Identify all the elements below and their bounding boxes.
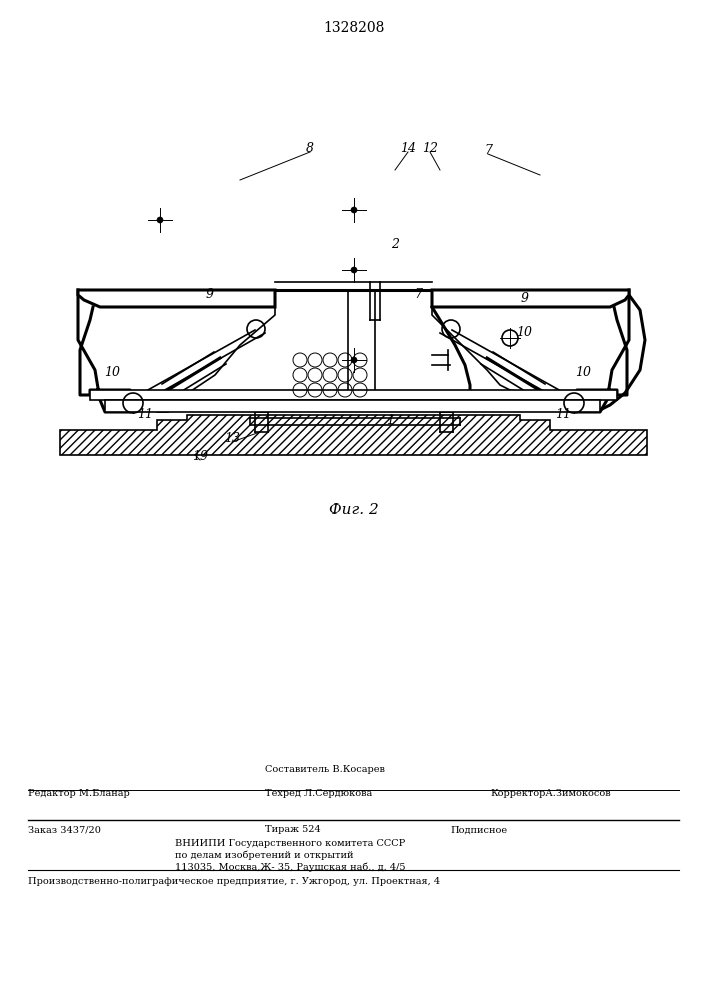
Polygon shape [105,400,600,412]
Text: 2: 2 [391,238,399,251]
Text: 19: 19 [192,450,208,462]
Text: Техред Л.Сердюкова: Техред Л.Сердюкова [265,788,373,798]
Text: Фиг. 2: Фиг. 2 [329,503,379,517]
Text: 11: 11 [137,408,153,422]
Polygon shape [432,290,629,307]
Circle shape [351,267,357,273]
Polygon shape [60,415,647,455]
Text: 8: 8 [306,141,314,154]
Text: Редактор М.Бланар: Редактор М.Бланар [28,788,130,798]
Text: 1328208: 1328208 [323,21,385,35]
Text: ВНИИПИ Государственного комитета СССР: ВНИИПИ Государственного комитета СССР [175,838,405,848]
Text: 13: 13 [224,432,240,444]
Circle shape [351,357,357,363]
Polygon shape [90,390,617,400]
Text: 1: 1 [386,414,394,426]
Text: 7: 7 [484,143,492,156]
Polygon shape [78,290,275,307]
Text: 9: 9 [206,288,214,302]
Text: Тираж 524: Тираж 524 [265,826,321,834]
Text: 7: 7 [414,288,422,302]
Text: 113035, Москва,Ж- 35, Раушская наб., д. 4/5: 113035, Москва,Ж- 35, Раушская наб., д. … [175,862,406,872]
Text: 10: 10 [575,366,591,379]
Text: по делам изобретений и открытий: по делам изобретений и открытий [175,850,354,860]
Text: 12: 12 [422,141,438,154]
Text: Заказ 3437/20: Заказ 3437/20 [28,826,101,834]
Text: 9: 9 [521,292,529,304]
Text: 14: 14 [400,141,416,154]
Text: Подписное: Подписное [450,826,507,834]
Circle shape [351,207,357,213]
Text: КорректорА.Зимокосов: КорректорА.Зимокосов [490,788,611,798]
Text: 11: 11 [555,408,571,422]
Text: Производственно-полиграфическое предприятие, г. Ужгород, ул. Проектная, 4: Производственно-полиграфическое предприя… [28,878,440,886]
Text: 10: 10 [516,326,532,340]
Circle shape [157,217,163,223]
Text: Составитель В.Косарев: Составитель В.Косарев [265,766,385,774]
Text: 10: 10 [104,366,120,379]
